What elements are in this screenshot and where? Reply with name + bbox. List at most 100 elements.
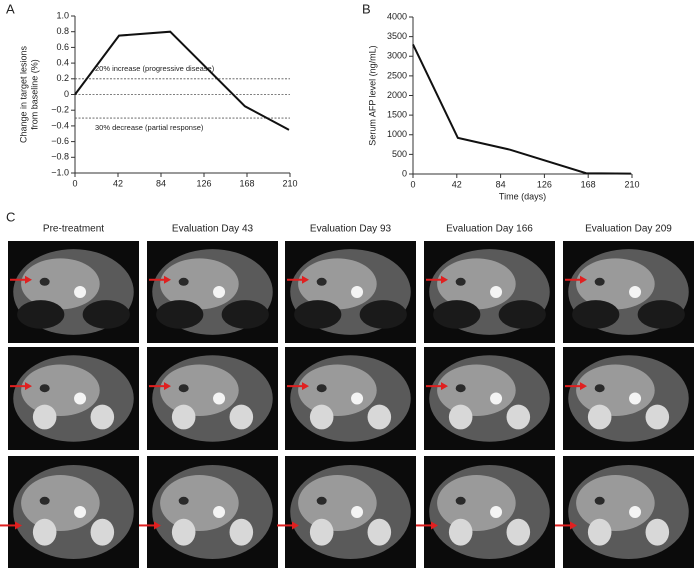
mri-image [563,347,694,450]
organ [160,475,239,532]
vessel [490,506,503,518]
mri-image [8,241,139,343]
column-header: Evaluation Day 166 [446,224,533,235]
arrow-head [164,275,171,284]
kidney [309,518,334,546]
vessel [74,286,87,298]
mri-image [147,241,278,343]
kidney [32,518,57,546]
mri-image [139,456,278,568]
mri-image [147,347,278,450]
y-tick-label: −0.6 [51,136,69,146]
kidney [506,404,531,430]
vessel [490,392,503,405]
kidney [645,518,670,546]
kidney [645,404,670,430]
kidney [229,518,254,546]
kidney [229,404,254,430]
arrow-head [441,382,448,391]
x-tick-label: 168 [239,178,254,188]
organ [576,475,655,532]
lung [498,300,546,329]
x-tick-label: 84 [496,179,506,189]
arrow-head [15,521,22,530]
x-tick-label: 126 [196,178,211,188]
data-line [412,44,631,175]
lesion [316,277,327,286]
arrow-head [292,521,299,530]
kidney [171,518,196,546]
kidney [367,404,392,430]
organ [21,364,100,417]
mri-image [424,347,555,450]
annotation: 20% increase (progressive disease) [95,64,215,73]
y-axis-label: from baseline (%) [29,59,39,130]
organ [437,364,516,417]
y-tick-label: 3000 [387,51,407,61]
y-tick-label: 0 [64,89,69,99]
y-tick-label: 500 [392,149,407,159]
y-tick-label: 2500 [387,70,407,80]
column-header: Evaluation Day 93 [310,224,392,235]
mri-image [416,456,555,568]
lesion [455,384,466,393]
vessel [213,286,226,298]
x-tick-label: 84 [156,178,166,188]
y-tick-label: −1.0 [51,167,69,177]
kidney [367,518,392,546]
vessel [629,392,642,405]
kidney [171,404,196,430]
y-tick-label: −0.4 [51,120,69,130]
mri-image [285,347,416,450]
organ [21,475,100,532]
panel-label: B [362,1,371,16]
y-tick-label: 4000 [387,11,407,21]
y-tick-label: 1.0 [56,10,69,20]
lung [17,300,65,329]
arrow-head [25,275,32,284]
kidney [506,518,531,546]
vessel [74,506,87,518]
y-tick-label: 0.8 [56,26,69,36]
mri-image [555,456,694,568]
mri-image [0,456,139,568]
organ [437,475,516,532]
vessel [74,392,87,405]
y-axis-label: Change in target lesions [18,45,28,143]
lesion [39,384,50,393]
x-tick-label: 42 [113,178,123,188]
vessel [629,286,642,298]
vessel [490,286,503,298]
organ [298,475,377,532]
vessel [213,392,226,405]
data-line [74,30,290,131]
x-tick-label: 210 [282,178,297,188]
y-tick-label: 2000 [387,90,407,100]
arrow-head [570,521,577,530]
y-tick-label: 3500 [387,31,407,41]
lesion [594,384,605,393]
lesion [178,496,189,505]
kidney [309,404,334,430]
lesion [39,496,50,505]
kidney [32,404,57,430]
y-tick-label: 0.6 [56,42,69,52]
vessel [351,506,364,518]
x-tick-label: 0 [72,178,77,188]
kidney [587,518,612,546]
y-axis-label: Serum AFP level (ng/mL) [367,45,377,145]
y-tick-label: −0.2 [51,105,69,115]
lesion [178,384,189,393]
arrow-head [302,382,309,391]
lesion [39,277,50,286]
y-tick-label: −0.8 [51,152,69,162]
lesion [594,277,605,286]
panel-label: C [6,209,15,224]
organ [576,364,655,417]
lesion [178,277,189,286]
arrow-head [441,275,448,284]
lung [221,300,269,329]
column-header: Evaluation Day 209 [585,224,672,235]
arrow-head [431,521,438,530]
lung [294,300,342,329]
